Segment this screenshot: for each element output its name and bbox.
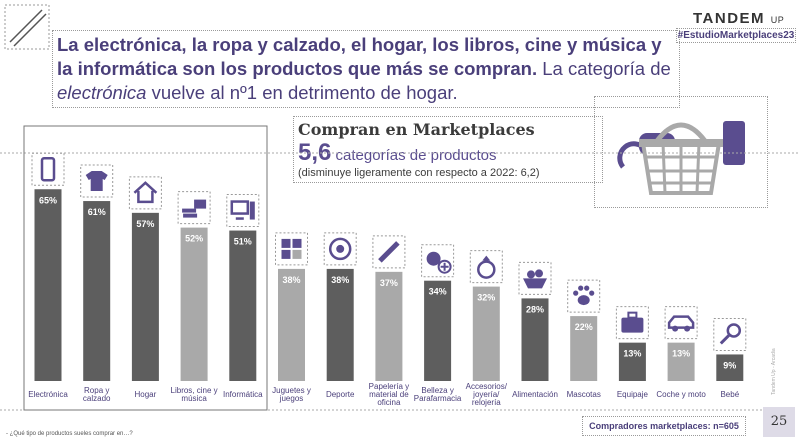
page-number: 25	[763, 407, 795, 437]
suitcase-icon	[615, 306, 649, 340]
smartphone-icon	[31, 152, 65, 186]
value-label: 13%	[623, 349, 641, 359]
headline: La electrónica, la ropa y calzado, el ho…	[52, 30, 680, 108]
category-label: Mascotas	[567, 390, 601, 399]
brand-suffix: UP	[770, 15, 785, 25]
stat-title: Compran en Marketplaces	[298, 120, 535, 139]
category-label: Bebé	[720, 390, 739, 399]
stat-line: 5,6 categorías de productos	[298, 139, 598, 167]
pencil-icon	[372, 235, 406, 269]
corner-stripes-icon	[4, 4, 50, 50]
headline-normal: La categoría de	[537, 58, 671, 79]
value-label: 57%	[136, 219, 154, 229]
bar-3	[131, 212, 159, 381]
category-label: Ropa y calzado	[83, 386, 111, 403]
value-label: 13%	[672, 349, 690, 359]
books-film-icon	[177, 191, 211, 225]
headline-end: vuelve al nº1 en detrimento de hogar.	[146, 82, 458, 103]
headline-italic: electrónica	[57, 82, 147, 103]
category-label: Libros, cine y música	[171, 386, 218, 403]
category-label: Electrónica	[28, 390, 68, 399]
category-label: Equipaje	[617, 390, 649, 399]
value-label: 32%	[477, 293, 495, 303]
value-label: 34%	[429, 287, 447, 297]
house-icon	[128, 176, 162, 210]
brand-name: TANDEM	[693, 10, 766, 27]
bar-12	[570, 316, 598, 381]
bar-15	[716, 354, 744, 381]
computer-icon	[226, 194, 260, 228]
bar-7	[326, 268, 354, 381]
food-basket-icon	[518, 261, 552, 295]
bar-6	[278, 268, 305, 381]
value-label: 38%	[331, 275, 349, 285]
value-label: 22%	[575, 322, 593, 332]
category-label: Belleza y Parafarmacia	[414, 386, 462, 403]
ring-icon	[469, 250, 503, 284]
value-label: 52%	[185, 234, 203, 244]
category-label: Informática	[223, 390, 263, 399]
value-label: 61%	[88, 207, 106, 217]
bar-11	[521, 298, 549, 381]
paw-icon	[567, 279, 601, 313]
sample-size-note: Compradores marketplaces: n=605	[582, 416, 746, 436]
brand-logo: TANDEM UP	[693, 10, 784, 27]
category-label: Deporte	[326, 390, 355, 399]
value-label: 9%	[723, 360, 736, 370]
category-label: Accesorios/joyería/relojería	[466, 382, 508, 407]
soccer-ball-icon	[323, 232, 357, 266]
bar-1	[34, 189, 62, 381]
value-label: 51%	[234, 237, 252, 247]
bar-10	[472, 286, 500, 381]
bar-9	[424, 280, 452, 381]
bar-13	[618, 342, 646, 381]
value-label: 28%	[526, 304, 544, 314]
stat-note: (disminuye ligeramente con respecto a 20…	[298, 167, 540, 179]
value-label: 37%	[380, 278, 398, 288]
side-note: Tandem Up - Arcadia	[771, 348, 777, 395]
hashtag: #EstudioMarketplaces23	[676, 28, 796, 43]
category-label: Juguetes y juegos	[272, 386, 311, 403]
rattle-icon	[713, 317, 747, 351]
stat-text: categorías de productos	[331, 147, 497, 164]
value-label: 38%	[282, 275, 300, 285]
stat-box: Compran en Marketplaces 5,6 categorías d…	[293, 116, 603, 183]
cosmetics-icon	[421, 244, 455, 278]
headline-bold: La electrónica, la ropa y calzado, el ho…	[57, 34, 662, 79]
value-label: 65%	[39, 195, 57, 205]
bar-5	[229, 230, 257, 381]
category-label: Papelería y material de oficina	[369, 382, 410, 407]
shopping-basket-icon	[594, 96, 768, 208]
category-label: Alimentación	[512, 390, 558, 399]
bar-8	[375, 271, 403, 381]
footnote: - ¿Qué tipo de productos sueles comprar …	[6, 431, 133, 437]
category-label: Hogar	[135, 390, 157, 399]
bar-2	[83, 201, 111, 381]
bar-4	[180, 227, 208, 381]
bar-14	[667, 342, 695, 381]
category-label: Coche y moto	[656, 390, 706, 399]
tshirt-icon	[80, 164, 114, 198]
car-icon	[664, 306, 698, 340]
puzzle-icon	[275, 232, 308, 266]
